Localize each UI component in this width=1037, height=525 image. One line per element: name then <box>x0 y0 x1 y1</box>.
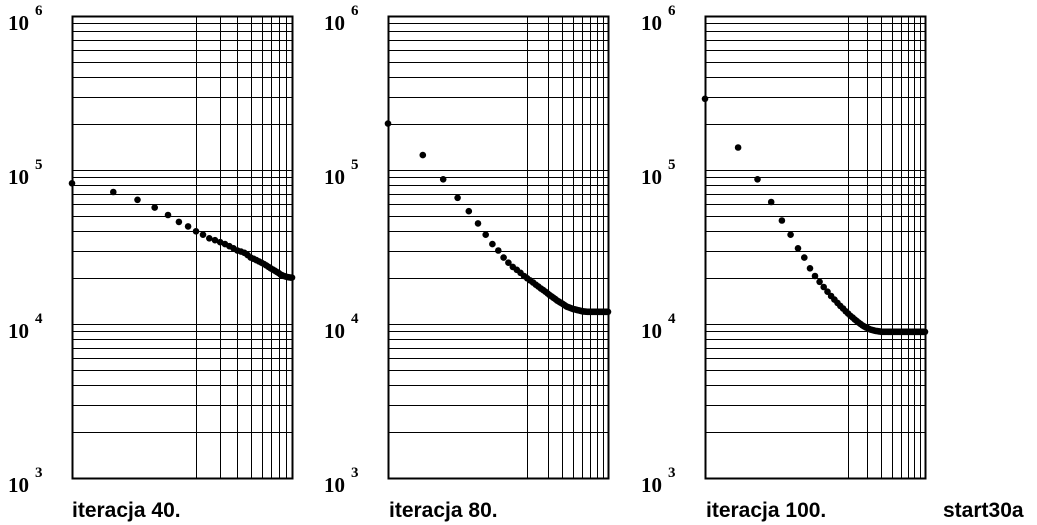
tick-exponent: 5 <box>351 157 359 173</box>
tick-base: 10 <box>641 473 662 497</box>
y-tick-label: 10 5 <box>324 157 359 189</box>
data-point <box>419 151 427 159</box>
data-point <box>500 254 507 261</box>
data-point <box>110 188 117 196</box>
data-point <box>811 272 819 280</box>
chart-panel-3: 10 6 10 5 10 4 10 3 iteracja 100. <box>641 3 929 522</box>
panel-caption: iteracja 100. <box>706 499 826 522</box>
data-point <box>454 194 461 202</box>
data-point <box>134 196 141 204</box>
tick-base: 10 <box>324 11 345 35</box>
y-tick-label: 10 5 <box>641 157 676 189</box>
y-tick-labels: 10 6 10 5 10 4 10 3 <box>8 3 43 497</box>
data-point <box>465 207 473 215</box>
y-tick-labels: 10 6 10 5 10 4 10 3 <box>324 3 359 497</box>
panel-caption: iteracja 80. <box>389 499 498 522</box>
data-point <box>199 231 207 238</box>
data-point <box>384 120 392 127</box>
data-point <box>211 236 219 244</box>
data-point <box>164 211 172 219</box>
panel-caption: iteracja 40. <box>72 499 181 522</box>
tick-base: 10 <box>324 165 345 189</box>
y-tick-label: 10 6 <box>641 3 676 35</box>
data-point <box>474 220 482 227</box>
tick-base: 10 <box>8 11 29 35</box>
data-point <box>754 176 761 183</box>
tick-base: 10 <box>641 319 662 343</box>
vertical-gridlines <box>527 16 609 478</box>
plot-frame <box>387 15 610 480</box>
data-point <box>778 217 786 224</box>
y-tick-label: 10 4 <box>641 311 676 343</box>
data-point <box>820 283 827 291</box>
data-point <box>288 274 296 281</box>
tick-exponent: 3 <box>668 465 676 481</box>
chart-panel-1: 10 6 10 5 10 4 10 3 iteracja 40. <box>8 3 296 522</box>
data-points <box>701 95 929 336</box>
y-tick-label: 10 4 <box>324 311 359 343</box>
data-point <box>68 180 76 187</box>
tick-exponent: 3 <box>351 465 359 481</box>
data-point <box>806 265 814 272</box>
vertical-gridlines <box>848 16 921 478</box>
tick-exponent: 4 <box>351 311 359 327</box>
tick-base: 10 <box>324 473 345 497</box>
horizontal-gridlines <box>72 23 292 479</box>
y-tick-label: 10 6 <box>8 3 43 35</box>
tick-exponent: 6 <box>35 3 43 19</box>
data-point <box>206 235 213 242</box>
chart-panel-2: 10 6 10 5 10 4 10 3 iteracja 80. <box>324 3 612 522</box>
tick-exponent: 4 <box>668 311 676 327</box>
tick-exponent: 4 <box>35 311 43 327</box>
y-tick-label: 10 3 <box>324 465 359 497</box>
horizontal-gridlines <box>705 23 925 479</box>
data-points <box>68 180 296 281</box>
y-tick-label: 10 3 <box>8 465 43 497</box>
data-point <box>767 198 775 206</box>
data-point <box>184 223 192 230</box>
data-point <box>787 231 794 238</box>
data-point <box>175 218 183 226</box>
data-point <box>701 95 709 103</box>
y-tick-label: 10 4 <box>8 311 43 343</box>
y-tick-label: 10 5 <box>8 157 43 189</box>
data-point <box>505 259 512 267</box>
data-point <box>439 176 447 183</box>
tick-exponent: 5 <box>35 157 43 173</box>
data-point <box>489 240 496 248</box>
data-point <box>192 228 200 235</box>
tick-exponent: 5 <box>668 157 676 173</box>
plot-frame <box>704 15 927 480</box>
y-tick-label: 10 3 <box>641 465 676 497</box>
vertical-gridlines <box>196 16 287 478</box>
data-point <box>482 231 490 238</box>
tick-exponent: 6 <box>351 3 359 19</box>
plot-frame <box>71 15 294 480</box>
tick-base: 10 <box>8 165 29 189</box>
tick-exponent: 6 <box>668 3 676 19</box>
tick-exponent: 3 <box>35 465 43 481</box>
tick-base: 10 <box>8 319 29 343</box>
y-tick-label: 10 6 <box>324 3 359 35</box>
data-point <box>604 308 612 316</box>
tick-base: 10 <box>8 473 29 497</box>
data-points <box>384 120 612 316</box>
figure-label: start30a <box>943 499 1024 522</box>
tick-base: 10 <box>641 11 662 35</box>
tick-base: 10 <box>324 319 345 343</box>
data-point <box>734 144 742 151</box>
data-point <box>794 245 802 252</box>
data-point <box>495 247 502 254</box>
y-tick-labels: 10 6 10 5 10 4 10 3 <box>641 3 676 497</box>
data-point <box>816 278 823 286</box>
data-point <box>801 254 808 261</box>
tick-base: 10 <box>641 165 662 189</box>
data-point <box>921 328 929 336</box>
data-point <box>151 204 158 211</box>
